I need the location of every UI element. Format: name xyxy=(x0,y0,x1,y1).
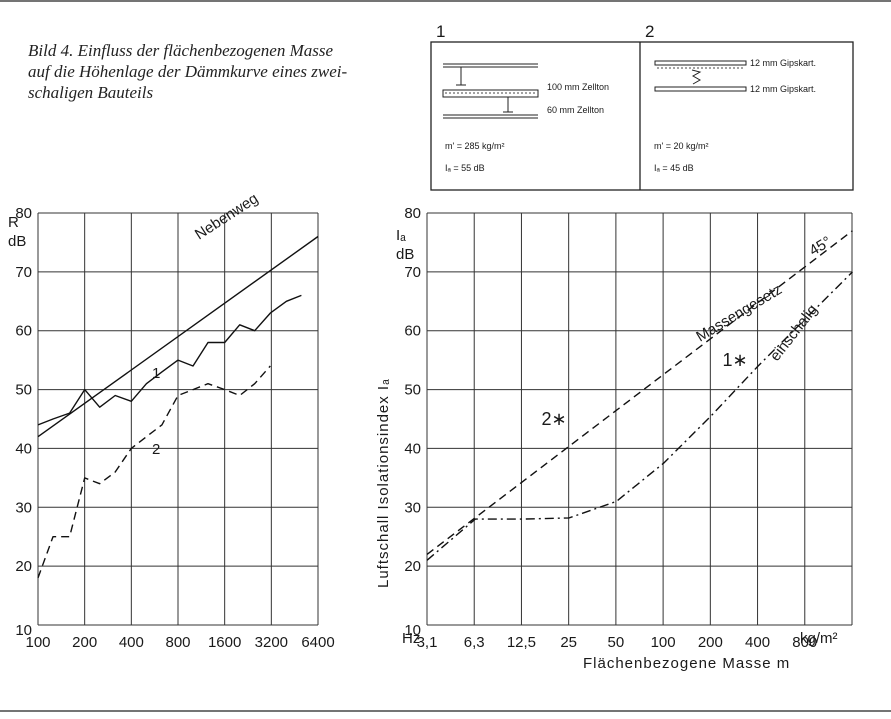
y-tick-label: 20 xyxy=(404,558,421,575)
series-line-einschalig xyxy=(426,271,853,561)
x-tick-label: 400 xyxy=(745,634,770,651)
x-tick-label: 200 xyxy=(698,634,723,651)
panel-2-number: 2 xyxy=(645,22,654,41)
right-chart-y-unit-symbol: Iₐ xyxy=(396,227,406,244)
left-chart-x-ticks: 100 200 400 800 1600 3200 6400 xyxy=(25,634,334,651)
curve-2-label: 2 xyxy=(152,441,160,458)
left-chart-ylabel-symbol: R xyxy=(8,214,19,231)
panel-1-mass: m' = 285 kg/m² xyxy=(445,141,505,151)
x-tick-label: 800 xyxy=(165,634,190,651)
left-chart-series xyxy=(37,235,319,579)
right-chart-ylabel: Luftschall Isolationsindex Iₐ xyxy=(375,378,392,588)
series-line-nebenweg xyxy=(37,235,319,438)
sound-reduction-chart: 10 20 30 40 50 60 70 80 100 200 400 800 1600 3200 640… xyxy=(8,190,420,651)
panel-1-layer-2: 60 mm Zellton xyxy=(547,105,604,115)
y-tick-label: 70 xyxy=(404,264,421,281)
panel-2-section-drawing xyxy=(654,60,747,92)
x-tick-label: 3200 xyxy=(255,634,288,651)
series-line-1 xyxy=(37,294,302,426)
legend-frame xyxy=(430,41,854,191)
x-tick-label: 3,1 xyxy=(417,634,438,651)
panel-2-mass: m' = 20 kg/m² xyxy=(654,141,708,151)
left-chart-y-ticks: 10 20 30 40 50 60 70 80 xyxy=(15,205,32,639)
panel-2-index: Iₐ = 45 dB xyxy=(654,163,694,173)
y-tick-label: 40 xyxy=(15,440,32,457)
x-tick-label: 100 xyxy=(651,634,676,651)
right-chart-points: 1∗ 2∗ xyxy=(541,350,747,429)
y-tick-label: 40 xyxy=(404,440,421,457)
panel-2-layer-1: 12 mm Gipskart. xyxy=(750,58,816,68)
right-chart-y-unit: dB xyxy=(396,246,414,263)
construction-legend: 1 100 mm Zellton 60 mm Zellton m' = 285 … xyxy=(430,22,854,191)
y-tick-label: 60 xyxy=(15,323,32,340)
y-tick-label: 30 xyxy=(15,499,32,516)
einschalig-label: einschalig xyxy=(767,301,821,364)
nebenweg-label: Nebenweg xyxy=(192,190,261,243)
x-tick-label: 1600 xyxy=(208,634,241,651)
panel-1-index: Iₐ = 55 dB xyxy=(445,163,485,173)
left-chart-x-unit: Hz xyxy=(402,630,420,647)
isolation-index-chart: 10 20 30 40 50 60 70 80 3,1 6,3 12,5 25 50 100 200 400… xyxy=(375,205,853,672)
x-tick-label: 50 xyxy=(608,634,625,651)
panel-2-layer-2: 12 mm Gipskart. xyxy=(750,84,816,94)
y-tick-label: 60 xyxy=(404,323,421,340)
point-marker-2: 2∗ xyxy=(541,409,566,429)
caption-line-1: Bild 4. Einfluss der flächenbezogenen Ma… xyxy=(28,41,334,60)
left-chart-ylabel-unit: dB xyxy=(8,233,26,250)
y-tick-label: 50 xyxy=(15,382,32,399)
y-tick-label: 70 xyxy=(15,264,32,281)
right-chart-y-ticks: 10 20 30 40 50 60 70 80 xyxy=(404,205,421,639)
right-chart-xlabel: Flächenbezogene Masse m xyxy=(583,655,790,672)
right-chart-grid xyxy=(426,212,853,626)
panel-1-section-drawing xyxy=(442,63,539,119)
y-tick-label: 80 xyxy=(404,205,421,222)
y-tick-label: 80 xyxy=(15,205,32,222)
y-tick-label: 10 xyxy=(404,622,421,639)
right-chart-x-ticks: 3,1 6,3 12,5 25 50 100 200 400 800 xyxy=(417,634,818,651)
series-line-2 xyxy=(37,365,271,579)
x-tick-label: 6400 xyxy=(301,634,334,651)
x-tick-label: 12,5 xyxy=(507,634,536,651)
caption-line-2: auf die Höhenlage der Dämmkurve eines zw… xyxy=(28,62,348,81)
x-tick-label: 100 xyxy=(25,634,50,651)
y-tick-label: 20 xyxy=(15,558,32,575)
right-chart-x-unit: kg/m² xyxy=(800,630,838,647)
y-tick-label: 50 xyxy=(404,382,421,399)
angle-45-label: 45° xyxy=(806,233,834,259)
massengesetz-label: Massengesetz xyxy=(693,281,785,345)
point-marker-1: 1∗ xyxy=(722,350,747,370)
right-chart-series xyxy=(426,230,853,561)
x-tick-label: 25 xyxy=(560,634,577,651)
x-tick-label: 800 xyxy=(792,634,817,651)
panel-1-layer-1: 100 mm Zellton xyxy=(547,82,609,92)
x-tick-label: 200 xyxy=(72,634,97,651)
y-tick-label: 10 xyxy=(15,622,32,639)
caption-line-3: schaligen Bauteils xyxy=(28,83,154,102)
x-tick-label: 400 xyxy=(119,634,144,651)
left-chart-grid xyxy=(37,212,319,626)
curve-1-label: 1 xyxy=(152,365,160,382)
figure-caption: Bild 4. Einfluss der flächenbezogenen Ma… xyxy=(28,40,428,103)
y-tick-label: 30 xyxy=(404,499,421,516)
x-tick-label: 6,3 xyxy=(464,634,485,651)
panel-1-number: 1 xyxy=(436,22,445,41)
series-line-massengesetz xyxy=(426,230,853,555)
